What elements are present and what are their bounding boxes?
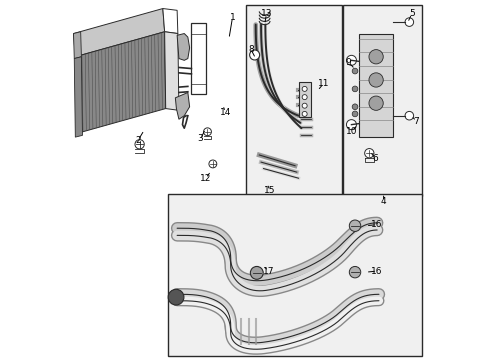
Text: 3: 3 (197, 134, 203, 143)
Polygon shape (74, 9, 165, 57)
Text: 14: 14 (220, 108, 231, 117)
Text: 15: 15 (264, 186, 276, 195)
Text: 7: 7 (414, 117, 419, 126)
Circle shape (302, 111, 307, 116)
Circle shape (203, 128, 211, 136)
Circle shape (405, 111, 414, 120)
Bar (359, 33, 393, 137)
Circle shape (369, 50, 383, 64)
Circle shape (352, 104, 358, 110)
Text: 11: 11 (318, 79, 329, 88)
Bar (343, 5, 422, 196)
Text: 2: 2 (135, 136, 141, 145)
Circle shape (365, 149, 374, 158)
Text: 9: 9 (346, 58, 351, 67)
Text: 16: 16 (371, 220, 383, 229)
Text: 10: 10 (346, 127, 358, 136)
Polygon shape (74, 32, 81, 59)
Circle shape (135, 140, 144, 149)
Text: 6: 6 (372, 154, 378, 163)
Bar (246, 5, 342, 196)
Text: 12: 12 (200, 174, 211, 183)
Circle shape (349, 266, 361, 278)
Bar (298, 82, 311, 117)
Text: 5: 5 (409, 9, 415, 18)
Circle shape (346, 120, 356, 130)
Circle shape (249, 50, 260, 60)
Circle shape (302, 86, 307, 91)
Circle shape (369, 73, 383, 87)
Polygon shape (75, 32, 166, 134)
Polygon shape (163, 9, 178, 33)
Polygon shape (175, 93, 190, 119)
Bar (168, 194, 422, 356)
Text: 8: 8 (248, 45, 254, 54)
Circle shape (302, 95, 307, 100)
Text: 13: 13 (261, 9, 272, 18)
Text: 4: 4 (381, 197, 387, 206)
Circle shape (168, 289, 184, 305)
Circle shape (352, 111, 358, 117)
Circle shape (405, 18, 414, 26)
Polygon shape (165, 32, 179, 111)
Polygon shape (177, 33, 190, 60)
Circle shape (250, 266, 263, 279)
Text: 17: 17 (263, 267, 274, 276)
Text: 16: 16 (371, 267, 383, 276)
Polygon shape (74, 57, 82, 137)
Circle shape (302, 103, 307, 108)
Circle shape (369, 96, 383, 111)
Bar (192, 23, 206, 94)
Circle shape (352, 86, 358, 92)
Text: 1: 1 (230, 13, 235, 22)
Circle shape (352, 68, 358, 74)
Circle shape (349, 220, 361, 231)
Circle shape (346, 55, 356, 65)
Circle shape (209, 160, 217, 168)
